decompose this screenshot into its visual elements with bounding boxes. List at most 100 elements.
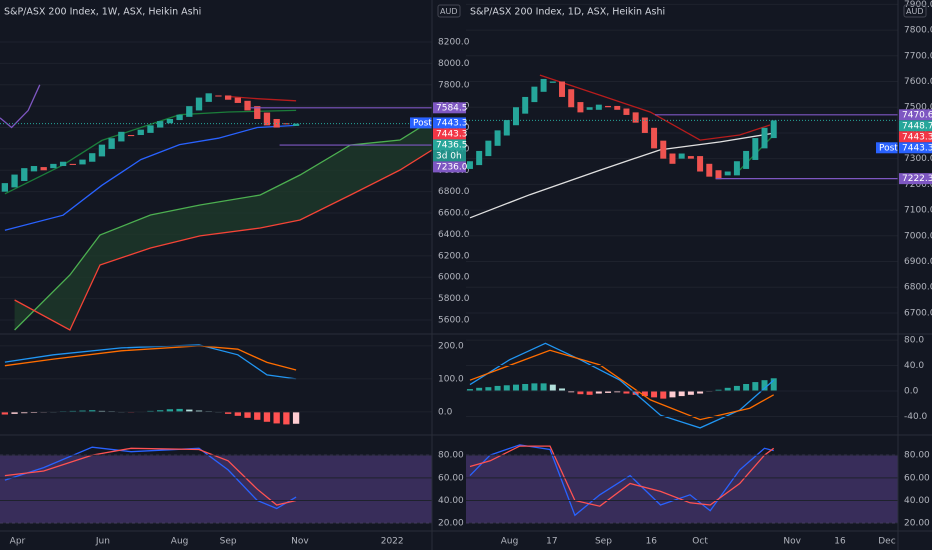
price-tag-label: 7443.3 <box>436 118 468 128</box>
candle <box>697 156 704 172</box>
histogram-bar <box>466 389 473 391</box>
histogram-bar <box>254 411 261 420</box>
histogram-bar <box>568 391 575 393</box>
y-tick-label: 20.00 <box>904 519 930 529</box>
stoch-panel <box>466 444 898 524</box>
y-tick-label: 7700.0 <box>904 51 932 61</box>
histogram-bar <box>697 391 704 394</box>
candle <box>21 168 28 181</box>
y-tick-label: 0.0 <box>904 387 919 397</box>
histogram-bar <box>687 391 694 395</box>
histogram-bar <box>224 411 232 414</box>
histogram-bar <box>715 389 722 391</box>
histogram-bar <box>743 384 750 391</box>
candle <box>263 112 271 126</box>
price-tag <box>433 161 466 173</box>
cloud-fill <box>14 120 432 330</box>
stoch-panel <box>0 446 432 524</box>
x-tick-label: 16 <box>834 537 846 547</box>
histogram-bar <box>503 385 510 391</box>
currency: AUD <box>440 7 458 16</box>
currency-box <box>903 4 927 18</box>
indicator-line <box>539 74 771 141</box>
histogram-bar <box>273 411 280 424</box>
price-tag-label: 7436.5 <box>436 140 468 150</box>
candle <box>743 150 750 169</box>
histogram-bar <box>678 391 685 397</box>
candle <box>254 106 261 119</box>
candle <box>733 161 740 176</box>
x-tick-label: Sep <box>595 537 612 547</box>
stoch-line <box>469 444 774 517</box>
histogram-bar <box>157 410 164 412</box>
cloud-upper <box>14 119 432 331</box>
candle <box>549 81 556 83</box>
candle <box>522 96 529 114</box>
candle <box>770 120 777 139</box>
histogram-bar <box>623 391 630 394</box>
candle <box>595 104 602 110</box>
candle <box>292 123 300 126</box>
price-tag <box>433 139 466 151</box>
histogram-bar <box>641 391 648 397</box>
histogram-bar <box>651 391 658 398</box>
y-tick-label: 40.00 <box>438 496 464 506</box>
x-tick-label: Sep <box>220 537 237 547</box>
countdown: 3d 0h <box>436 151 462 161</box>
histogram-bar <box>605 391 612 393</box>
candle <box>69 163 76 165</box>
candle <box>283 123 290 125</box>
y-tick-label: 8000.0 <box>438 59 470 69</box>
candle <box>586 107 593 110</box>
price-tag <box>433 102 466 114</box>
y-tick-label: 7300.0 <box>904 154 932 164</box>
price-tag-label: 7470.6 <box>902 110 932 120</box>
price-panel <box>0 41 432 331</box>
y-tick-label: 40.0 <box>904 361 924 371</box>
histogram-bar <box>234 411 241 416</box>
x-tick-label: Oct <box>692 537 708 547</box>
y-tick-label: 6700.0 <box>904 308 932 318</box>
candle <box>137 129 144 136</box>
candle <box>59 161 67 167</box>
histogram-bar <box>549 384 556 391</box>
stoch-line <box>4 447 297 506</box>
y-tick-label: 7200.0 <box>904 180 932 190</box>
post-tag-label: Post <box>413 118 432 128</box>
y-tick-label: 40.00 <box>904 496 930 506</box>
price-tag <box>433 128 466 140</box>
y-tick-label: 6000.0 <box>438 273 470 283</box>
histogram-bar <box>559 388 566 391</box>
histogram-bar <box>761 380 768 391</box>
price-tag-label: 7443.3 <box>436 129 468 139</box>
histogram-bar <box>724 387 731 391</box>
histogram-bar <box>586 391 593 395</box>
histogram-bar <box>669 391 676 398</box>
y-tick-label: 6800.0 <box>904 283 932 293</box>
candle <box>186 106 193 117</box>
candle <box>108 138 115 149</box>
histogram-bar <box>577 391 584 395</box>
y-tick-label: 100.0 <box>438 374 464 384</box>
y-tick-label: 60.00 <box>904 473 930 483</box>
y-tick-label: 80.0 <box>904 336 924 346</box>
candle <box>512 107 519 126</box>
price-tag <box>899 173 932 185</box>
stoch-band <box>0 455 432 524</box>
candle <box>715 170 722 180</box>
candle <box>166 118 174 124</box>
price-axis: 5600.0 5800.0 6000.0 6200.0 6400.0 6600.0 6800… <box>410 4 470 325</box>
price-tag-label: 7236.0 <box>436 162 468 172</box>
chart-pane: 6700.0 6800.0 6900.0 7000.0 7100.0 7200.0 7300… <box>466 0 932 550</box>
candle <box>678 153 685 159</box>
price-tag-label: 7443.3 <box>902 132 932 142</box>
histogram-bar <box>733 385 740 391</box>
histogram-bar <box>283 411 290 425</box>
candle <box>540 78 547 92</box>
stoch-band <box>466 455 898 524</box>
histogram-bar <box>522 384 529 391</box>
histogram-bar <box>79 410 86 412</box>
x-tick-label: Nov <box>291 537 309 547</box>
candle <box>651 127 658 149</box>
histogram-bar <box>595 391 602 394</box>
